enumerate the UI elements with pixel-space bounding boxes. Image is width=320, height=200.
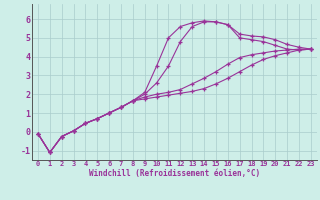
X-axis label: Windchill (Refroidissement éolien,°C): Windchill (Refroidissement éolien,°C) xyxy=(89,169,260,178)
